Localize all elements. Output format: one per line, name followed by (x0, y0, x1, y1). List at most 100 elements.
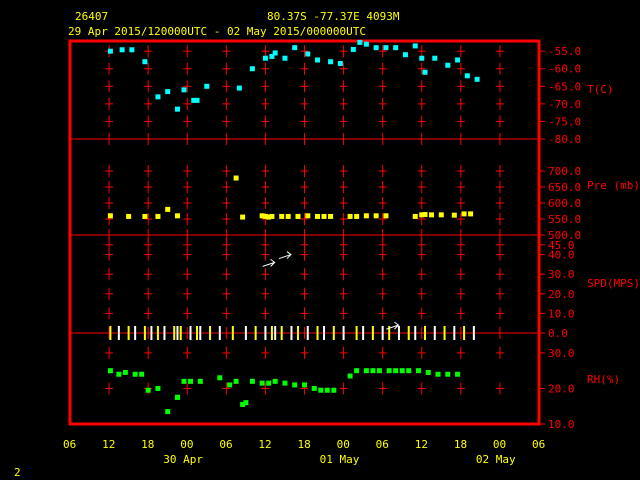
y-tick-label: 45.0 (548, 239, 575, 252)
x-tick-label: 18 (298, 438, 311, 451)
y-tick-label: 600.0 (548, 197, 581, 210)
station-location: 80.37S -77.37E 4093M (267, 10, 400, 23)
rh-point (227, 382, 233, 388)
temperature-point (328, 59, 334, 65)
temperature-point (402, 52, 408, 58)
rh-point (266, 380, 272, 386)
temperature-point (204, 83, 210, 89)
grid-layer (105, 45, 504, 395)
x-tick-label: 06 (63, 438, 76, 451)
wind-arrow (278, 251, 292, 260)
rh-point (415, 368, 421, 374)
y-tick-label: -75.0 (548, 115, 581, 128)
y-tick-label: 10.0 (548, 418, 575, 431)
y-tick-label: 20.0 (548, 382, 575, 395)
rh-point (116, 371, 122, 377)
temperature-point (412, 43, 418, 49)
rh-point (354, 368, 360, 374)
pressure-point (266, 214, 272, 220)
x-day-label: 02 May (476, 453, 516, 466)
pressure-point (429, 212, 435, 218)
rh-point (324, 387, 330, 393)
temperature-point (194, 97, 200, 103)
pressure-point (461, 211, 467, 217)
pressure-point (285, 213, 291, 219)
rh-point (331, 387, 337, 393)
rh-point (107, 368, 113, 374)
pressure-point (279, 213, 285, 219)
pressure-point (347, 213, 353, 219)
temperature-point (432, 55, 438, 61)
y-tick-label: 20.0 (548, 288, 575, 301)
rh-point (165, 409, 171, 415)
pressure-point (328, 213, 334, 219)
y-tick-label: 650.0 (548, 181, 581, 194)
station-id: 26407 (75, 10, 108, 23)
y-tick-label: 550.0 (548, 213, 581, 226)
rh-point (132, 371, 138, 377)
rh-point (370, 368, 376, 374)
pressure-point (155, 213, 161, 219)
pressure-point (383, 213, 389, 219)
rh-point (318, 387, 324, 393)
pressure-point (412, 213, 418, 219)
temperature-point (357, 39, 363, 45)
y-tick-label: -80.0 (548, 133, 581, 146)
rh-point (376, 368, 382, 374)
temperature-point (350, 46, 356, 52)
rh-point (425, 369, 431, 375)
y-tick-label: -60.0 (548, 63, 581, 76)
temperature-point (191, 97, 197, 103)
panel-label: T(C) (587, 83, 614, 96)
y-tick-label: -55.0 (548, 45, 581, 58)
rh-point (393, 368, 399, 374)
panel-label: Pre (mb) (587, 179, 640, 192)
rh-point (122, 369, 128, 375)
rh-point (445, 371, 451, 377)
rh-point (292, 382, 298, 388)
rh-point (174, 394, 180, 400)
x-tick-label: 12 (258, 438, 271, 451)
rh-point (435, 371, 441, 377)
y-tick-label: 40.0 (548, 249, 575, 262)
x-tick-label: 06 (376, 438, 389, 451)
rh-point (145, 387, 151, 393)
rh-point (233, 378, 239, 384)
pressure-point (419, 212, 425, 218)
x-tick-label: 00 (493, 438, 506, 451)
rh-point (399, 368, 405, 374)
x-tick-label: 18 (454, 438, 467, 451)
pressure-point (165, 206, 171, 212)
x-day-label: 30 Apr (163, 453, 203, 466)
pressure-point (468, 211, 474, 217)
x-tick-label: 18 (141, 438, 154, 451)
pressure-point (305, 213, 311, 219)
temperature-point (373, 45, 379, 51)
wind-arrow (386, 321, 400, 330)
rh-point (386, 368, 392, 374)
temperature-point (142, 59, 148, 65)
x-tick-label: 00 (180, 438, 193, 451)
temperature-point (119, 47, 125, 53)
rh-point (249, 378, 255, 384)
rh-point (282, 380, 288, 386)
pressure-point (438, 212, 444, 218)
rh-point (243, 400, 249, 406)
pressure-point (126, 213, 132, 219)
y-tick-label: -65.0 (548, 80, 581, 93)
temperature-point (464, 73, 470, 79)
rh-point (363, 368, 369, 374)
temperature-point (383, 45, 389, 51)
x-tick-label: 12 (415, 438, 428, 451)
pressure-point (142, 213, 148, 219)
rh-point (406, 368, 412, 374)
pressure-point (262, 213, 268, 219)
rh-point (455, 371, 461, 377)
pressure-point (451, 212, 457, 218)
temperature-point (315, 57, 321, 63)
temperature-point (292, 45, 298, 51)
panel-label: SPD(MPS) (587, 277, 640, 290)
temperature-point (337, 60, 343, 66)
